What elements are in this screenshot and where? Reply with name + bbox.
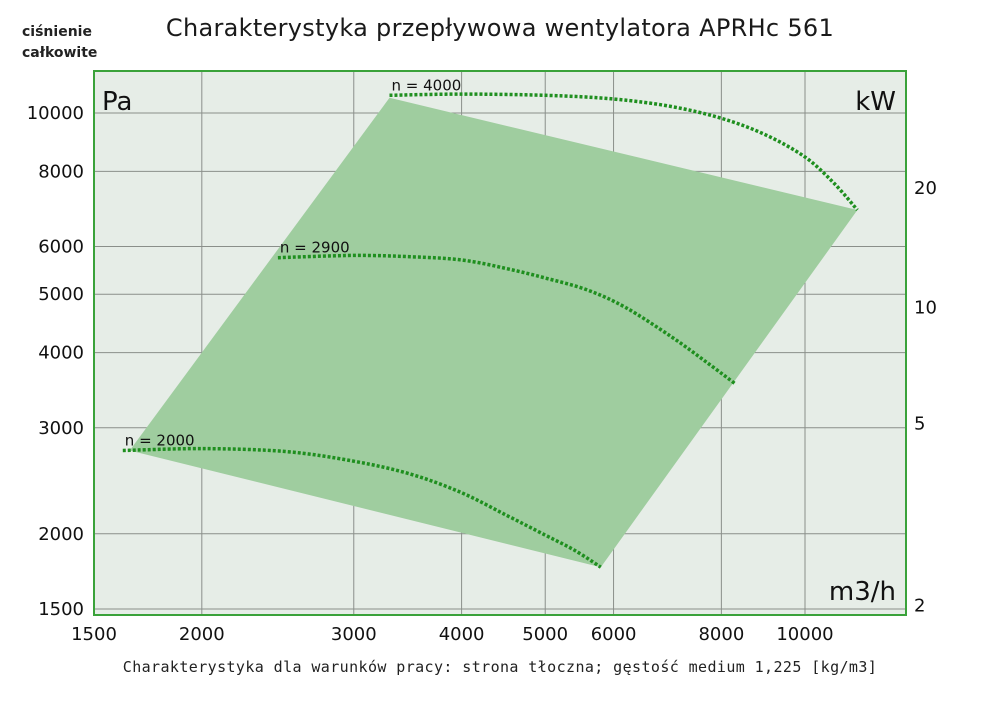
x-unit-label: m3/h	[829, 577, 896, 607]
curve-line-0	[122, 446, 602, 569]
y-tick-label: 2000	[38, 524, 84, 545]
y-tick-label: 8000	[38, 161, 84, 182]
chart-title: Charakterystyka przepływowa wentylatora …	[165, 14, 835, 42]
y-tick-label: 6000	[38, 237, 84, 258]
x-tick-label: 2000	[179, 624, 225, 645]
y2-tick-label: 10	[914, 298, 937, 319]
y2-tick-label: 5	[914, 414, 925, 435]
x-tick-label: 1500	[71, 624, 117, 645]
x-axis-ticks: 1500 2000 3000 4000 5000 6000 8000 10000	[71, 624, 834, 645]
y-tick-label: 5000	[38, 284, 84, 305]
y-unit-label: Pa	[102, 87, 132, 117]
y2-tick-label: 20	[914, 178, 937, 199]
curve-label-1: n = 2900	[280, 239, 350, 257]
curve-line-1	[277, 253, 737, 386]
y-tick-label: 4000	[38, 343, 84, 364]
fan-curves: n = 2000 n = 2900 n = 4000	[122, 76, 859, 569]
x-tick-label: 3000	[331, 624, 377, 645]
working-area	[129, 97, 858, 568]
curve-label-2: n = 4000	[392, 76, 462, 94]
curve-label-0: n = 2000	[125, 432, 195, 450]
y2-unit-label: kW	[855, 87, 896, 117]
footnote: Charakterystyka dla warunków pracy: stro…	[122, 658, 878, 676]
plot-border	[93, 70, 907, 616]
x-tick-label: 4000	[439, 624, 485, 645]
x-tick-label: 5000	[522, 624, 568, 645]
y-axis-ticks: 1500 2000 3000 4000 5000 6000 8000 10000	[27, 103, 84, 620]
y-axis-title-line2: całkowite	[22, 45, 98, 61]
y-tick-label: 10000	[27, 103, 84, 124]
y2-axis-ticks: 20 10 5 2	[914, 178, 937, 616]
x-tick-label: 8000	[698, 624, 744, 645]
y-axis-title-line1: ciśnienie	[22, 24, 92, 40]
y-tick-label: 1500	[38, 599, 84, 620]
curve-line-2	[389, 92, 859, 212]
y-tick-label: 3000	[38, 418, 84, 439]
x-tick-label: 10000	[776, 624, 833, 645]
x-tick-label: 6000	[591, 624, 637, 645]
y2-tick-label: 2	[914, 596, 925, 617]
y-axis-title: ciśnienie całkowite	[22, 22, 97, 64]
